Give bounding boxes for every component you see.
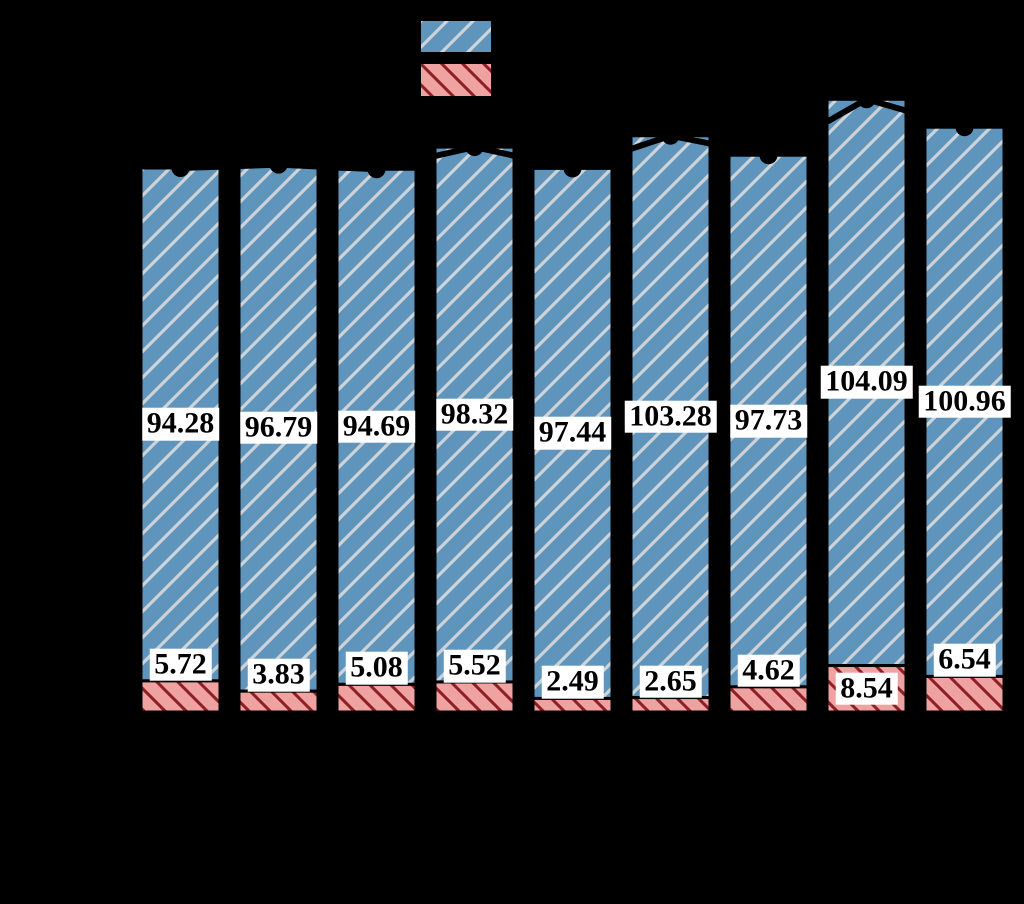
- total-line-marker: [563, 159, 582, 178]
- bar-top-blue-segment: [237, 163, 320, 693]
- bar-top-blue-segment: [727, 153, 810, 689]
- total-line-marker: [857, 90, 876, 109]
- bar-top-blue-segment: [923, 125, 1006, 678]
- total-line-marker: [465, 138, 484, 157]
- bar-top-blue-segment: [531, 166, 614, 700]
- total-line-marker: [171, 159, 190, 177]
- total-line-marker: [661, 126, 680, 145]
- bar-bottom-red-segment: [531, 696, 614, 714]
- legend-swatch-blue: [419, 19, 493, 54]
- bar-bottom-red-segment: [727, 685, 810, 714]
- bar-bottom-red-segment: [237, 689, 320, 714]
- bar-bottom-red-segment: [335, 682, 418, 714]
- bar-bottom-red-segment: [629, 696, 712, 714]
- total-line-marker: [269, 155, 288, 174]
- total-line-marker: [955, 118, 974, 137]
- total-line-marker: [759, 146, 778, 165]
- bar-top-blue-segment: [335, 167, 418, 686]
- bar-bottom-red-segment: [433, 680, 516, 714]
- total-line-marker: [367, 160, 386, 179]
- bar-bottom-red-segment: [923, 674, 1006, 714]
- bar-top-blue-segment: [139, 166, 222, 683]
- bar-bottom-red-segment: [825, 664, 908, 714]
- total-line-layer: [171, 90, 974, 179]
- bars-layer: [139, 97, 1006, 714]
- bar-top-blue-segment: [433, 145, 516, 684]
- bar-bottom-red-segment: [139, 679, 222, 714]
- legend-swatch-red: [419, 62, 493, 98]
- legend: [419, 19, 493, 98]
- bar-top-blue-segment: [825, 97, 908, 668]
- bar-top-blue-segment: [629, 134, 712, 700]
